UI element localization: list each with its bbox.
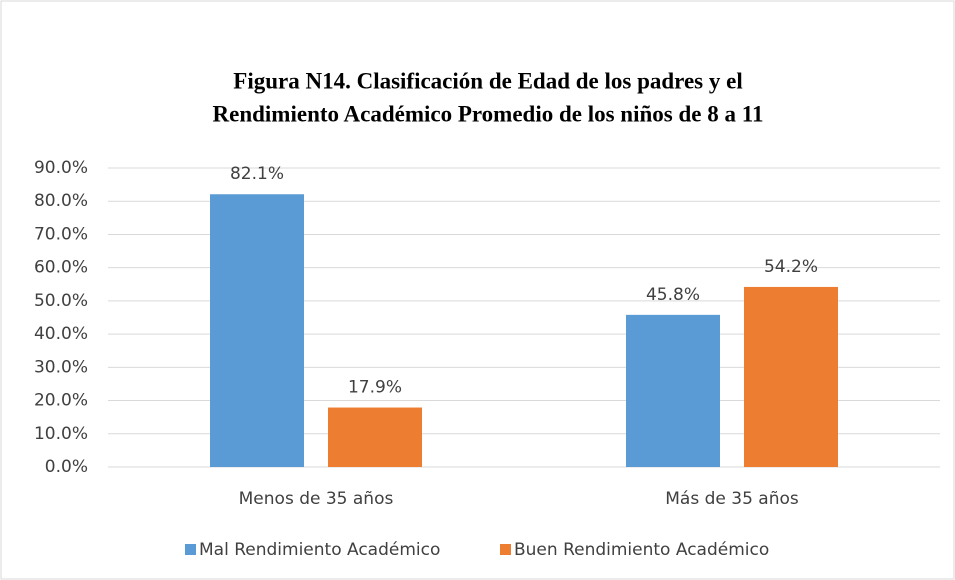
- y-tick-label: 60.0%: [34, 258, 88, 278]
- x-tick-label: Menos de 35 años: [239, 489, 394, 509]
- y-tick-label: 90.0%: [34, 158, 88, 178]
- legend-label: Buen Rendimiento Académico: [514, 540, 769, 560]
- bar: [744, 286, 838, 467]
- bar: [626, 314, 720, 467]
- data-label: 17.9%: [348, 378, 402, 398]
- legend-swatch: [500, 544, 511, 555]
- y-tick-label: 30.0%: [34, 357, 88, 377]
- y-tick-label: 40.0%: [34, 324, 88, 344]
- data-label: 45.8%: [646, 285, 700, 305]
- y-tick-label: 80.0%: [34, 191, 88, 211]
- x-tick-label: Más de 35 años: [665, 489, 799, 509]
- y-tick-label: 10.0%: [34, 424, 88, 444]
- legend-swatch: [185, 544, 196, 555]
- chart-title: Figura N14. Clasificación de Edad de los…: [233, 68, 742, 93]
- data-label: 82.1%: [230, 164, 284, 184]
- bar: [210, 194, 304, 468]
- data-label: 54.2%: [764, 257, 818, 277]
- y-tick-label: 70.0%: [34, 224, 88, 244]
- legend-label: Mal Rendimiento Académico: [199, 540, 440, 560]
- y-tick-label: 20.0%: [34, 391, 88, 411]
- y-tick-label: 50.0%: [34, 291, 88, 311]
- chart-title: Rendimiento Académico Promedio de los ni…: [213, 101, 764, 126]
- y-tick-label: 0.0%: [45, 457, 88, 477]
- bar: [328, 407, 422, 467]
